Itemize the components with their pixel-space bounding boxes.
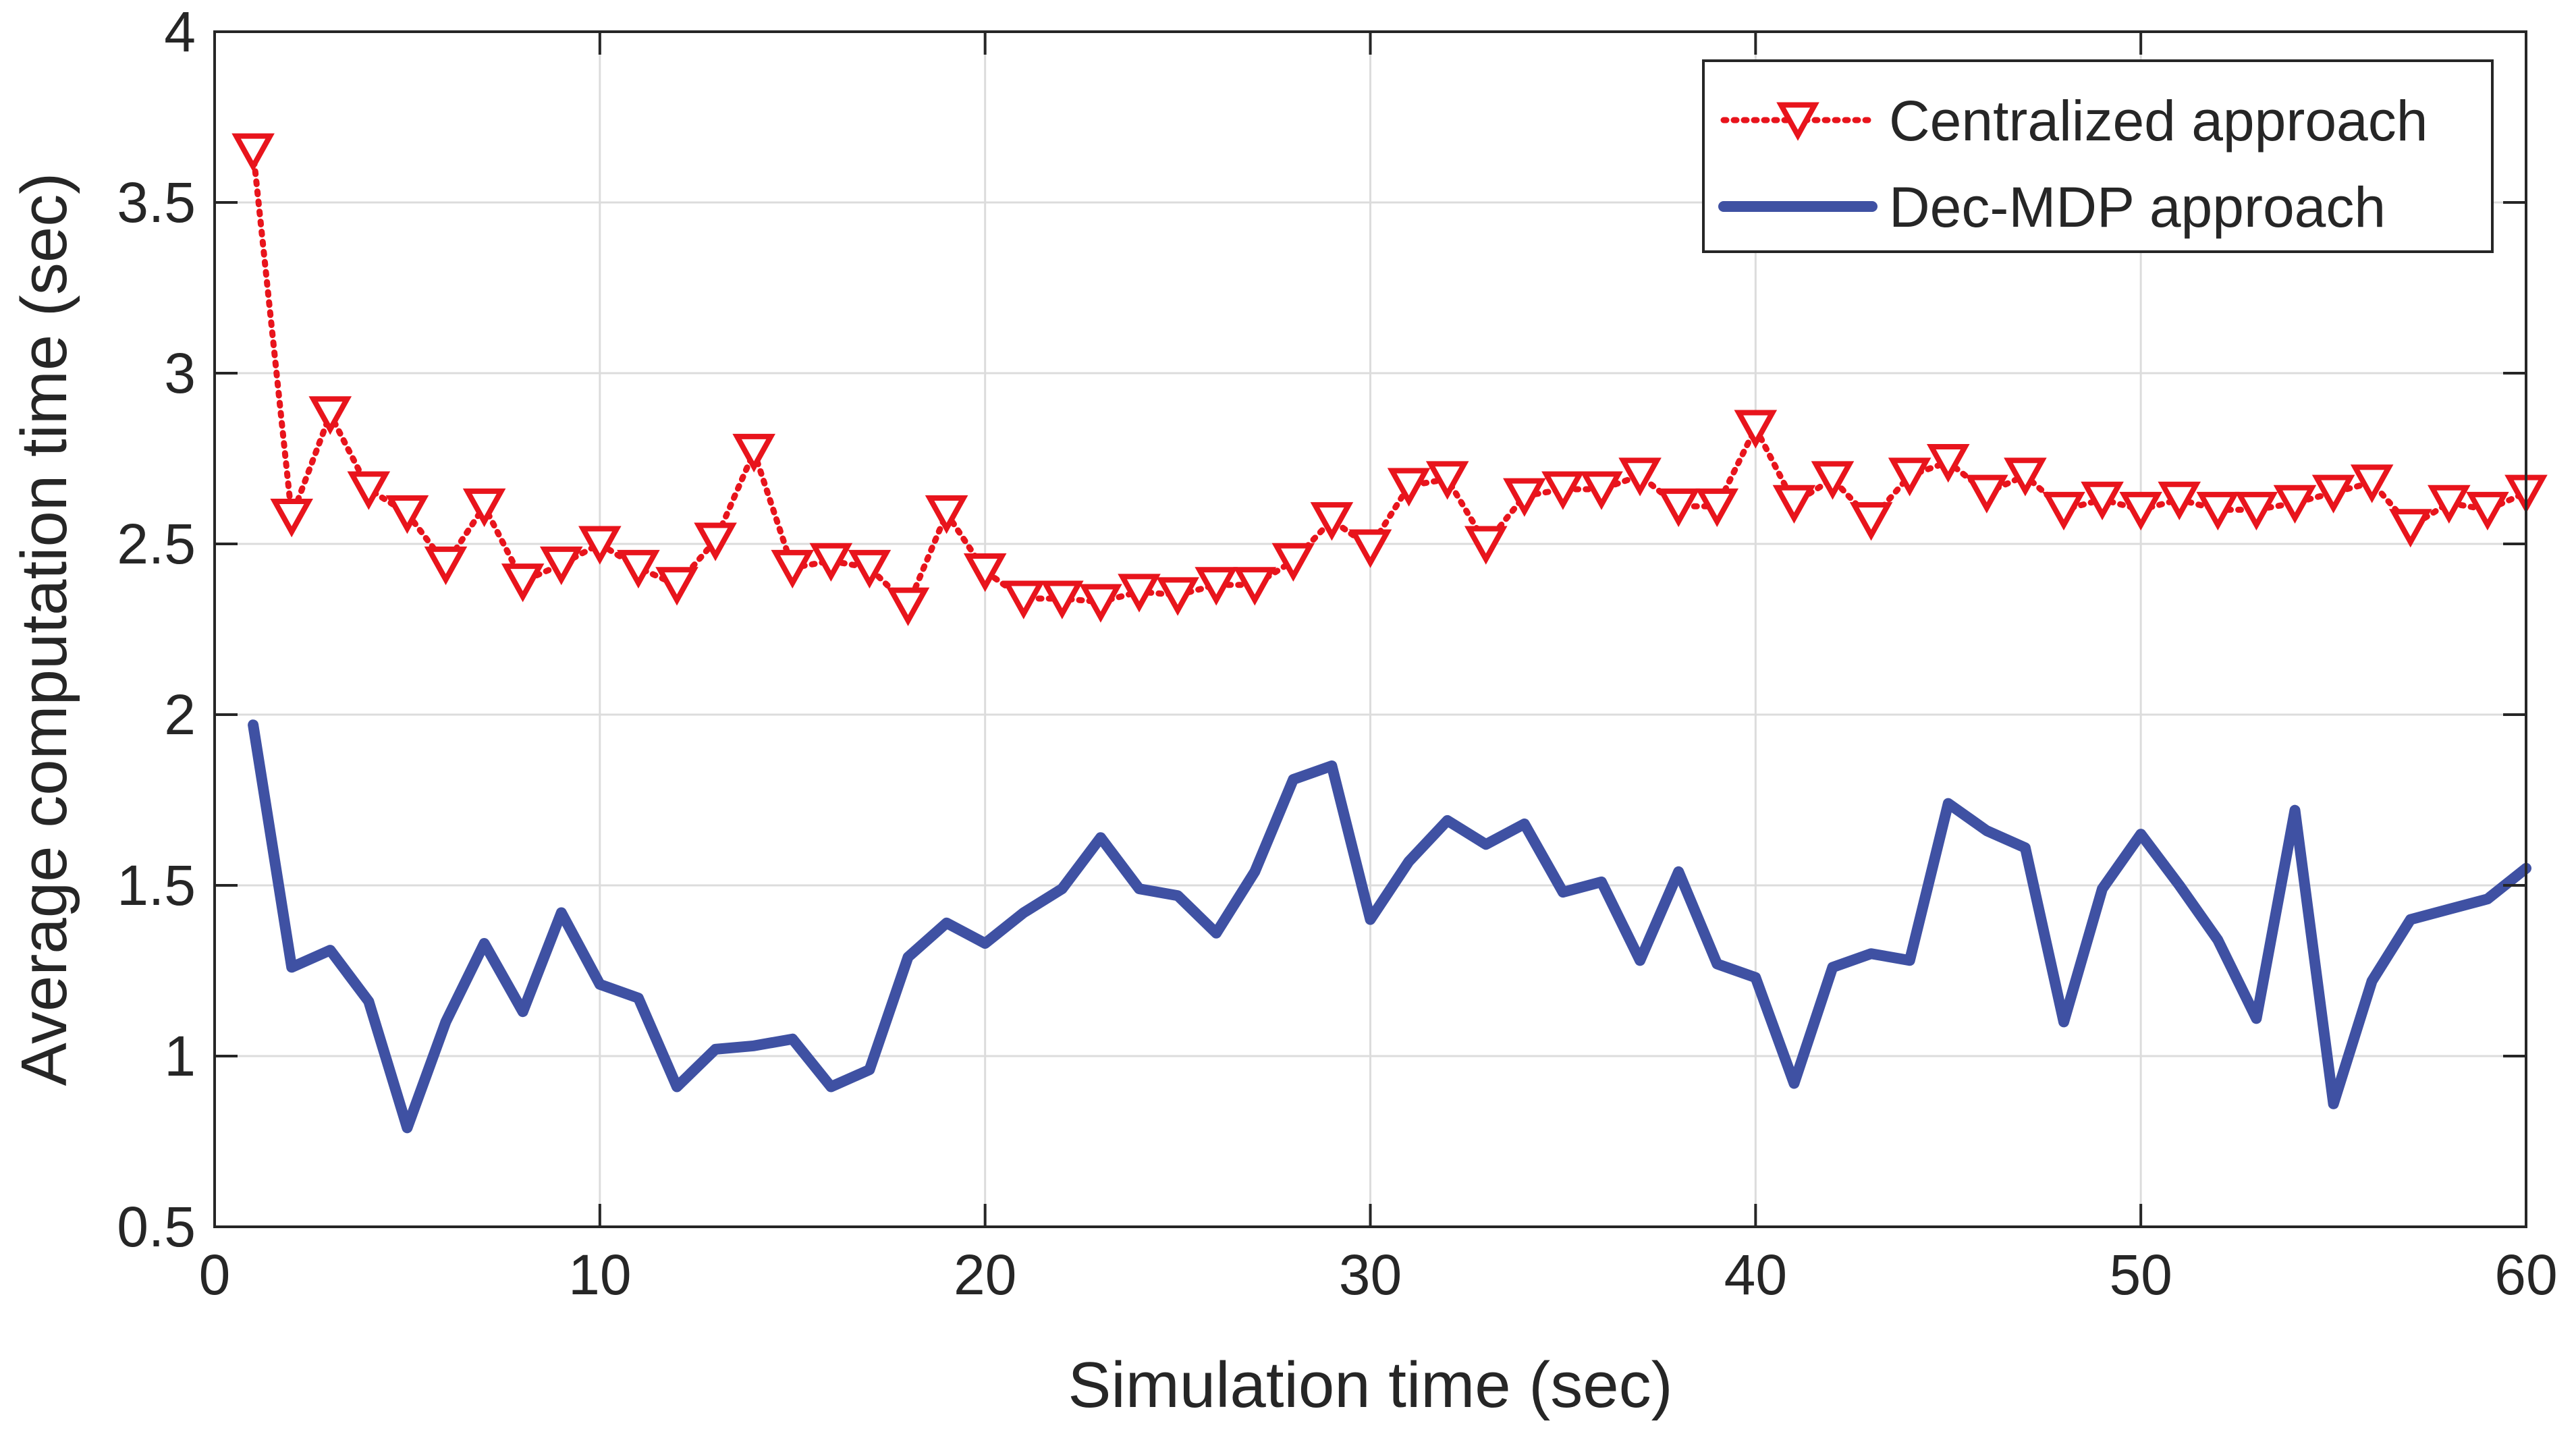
data-point bbox=[925, 495, 968, 534]
data-point bbox=[385, 495, 429, 534]
data-point bbox=[578, 526, 622, 565]
series-dec-mdp bbox=[248, 719, 2531, 1134]
data-point bbox=[963, 553, 1007, 592]
data-point bbox=[1195, 567, 1238, 606]
data-point bbox=[1772, 485, 1816, 524]
legend-box bbox=[1702, 59, 2494, 253]
y-axis-label: Average computation time (sec) bbox=[8, 173, 80, 1086]
data-point bbox=[2311, 474, 2355, 514]
data-point bbox=[2158, 481, 2201, 520]
data-point bbox=[424, 546, 468, 586]
data-point bbox=[1118, 574, 1161, 613]
data-point bbox=[1657, 488, 1700, 528]
y-tick-label: 1 bbox=[164, 1024, 196, 1088]
data-point bbox=[1002, 580, 1045, 619]
data-point bbox=[655, 567, 698, 606]
data-point bbox=[308, 396, 352, 435]
legend: Centralized approach Dec-MDP approach bbox=[1702, 59, 2494, 253]
data-point bbox=[1849, 502, 1893, 541]
x-tick-label: 60 bbox=[2494, 1243, 2557, 1306]
legend-label: Dec-MDP approach bbox=[1889, 175, 2386, 239]
data-point bbox=[1271, 543, 1315, 582]
data-point bbox=[1041, 580, 1084, 619]
data-point bbox=[2042, 491, 2085, 531]
data-point bbox=[2235, 491, 2278, 531]
data-point bbox=[501, 563, 545, 603]
legend-item: Dec-MDP approach bbox=[1718, 175, 2386, 239]
data-point bbox=[1965, 474, 2008, 514]
data-point bbox=[2273, 485, 2317, 524]
data-point bbox=[1387, 468, 1431, 507]
data-point bbox=[1695, 488, 1739, 528]
data-point bbox=[732, 433, 775, 473]
data-point bbox=[1734, 410, 1778, 449]
data-point bbox=[1811, 461, 1855, 500]
data-point bbox=[1926, 444, 1970, 483]
data-point bbox=[1888, 458, 1931, 497]
data-point bbox=[462, 488, 506, 528]
axis-ticks: 0 10 20 30 40 50 60 0.5 1 1.5 2 2.5 3 3.5 4 bbox=[117, 0, 2558, 1306]
y-tick-label: 3.5 bbox=[117, 171, 196, 234]
data-point bbox=[617, 549, 660, 589]
data-point bbox=[1425, 461, 1469, 500]
data-point bbox=[1541, 471, 1585, 510]
data-point bbox=[2004, 458, 2047, 497]
x-axis-label: Simulation time (sec) bbox=[1068, 1349, 1672, 1421]
x-tick-label: 10 bbox=[568, 1243, 631, 1306]
data-point bbox=[1233, 567, 1277, 606]
data-point bbox=[809, 543, 853, 582]
y-tick-label: 2 bbox=[164, 683, 196, 746]
x-tick-label: 0 bbox=[199, 1243, 231, 1306]
data-point bbox=[1348, 529, 1392, 568]
data-point bbox=[1580, 471, 1623, 510]
data-point bbox=[2428, 485, 2471, 524]
x-tick-label: 20 bbox=[954, 1243, 1016, 1306]
x-tick-label: 50 bbox=[2109, 1243, 2172, 1306]
data-point bbox=[2119, 491, 2162, 531]
y-tick-label: 2.5 bbox=[117, 512, 196, 576]
data-point bbox=[1310, 502, 1354, 541]
data-point bbox=[2081, 481, 2124, 520]
series-line bbox=[248, 719, 2531, 1134]
legend-label: Centralized approach bbox=[1889, 89, 2428, 153]
y-tick-label: 3 bbox=[164, 341, 196, 405]
data-point bbox=[1156, 577, 1199, 616]
data-point bbox=[270, 499, 313, 538]
legend-marker bbox=[1776, 102, 1819, 141]
data-point bbox=[1618, 458, 1662, 497]
data-point bbox=[1079, 584, 1122, 623]
data-point bbox=[886, 587, 930, 626]
data-point bbox=[1464, 526, 1508, 565]
data-point bbox=[2388, 509, 2432, 548]
y-tick-label: 0.5 bbox=[117, 1195, 196, 1259]
x-tick-label: 40 bbox=[1724, 1243, 1787, 1306]
data-point bbox=[347, 471, 391, 510]
legend-item: Centralized approach bbox=[1720, 89, 2428, 153]
y-tick-label: 4 bbox=[164, 0, 196, 63]
data-point bbox=[771, 549, 815, 589]
data-point bbox=[231, 133, 275, 172]
data-point bbox=[694, 522, 737, 561]
data-point bbox=[539, 546, 583, 586]
data-point bbox=[848, 549, 892, 589]
y-tick-label: 1.5 bbox=[117, 854, 196, 917]
x-tick-label: 30 bbox=[1339, 1243, 1402, 1306]
data-point bbox=[2350, 464, 2394, 503]
data-point bbox=[2466, 491, 2509, 531]
data-point bbox=[2196, 491, 2240, 531]
data-point bbox=[1503, 478, 1546, 517]
